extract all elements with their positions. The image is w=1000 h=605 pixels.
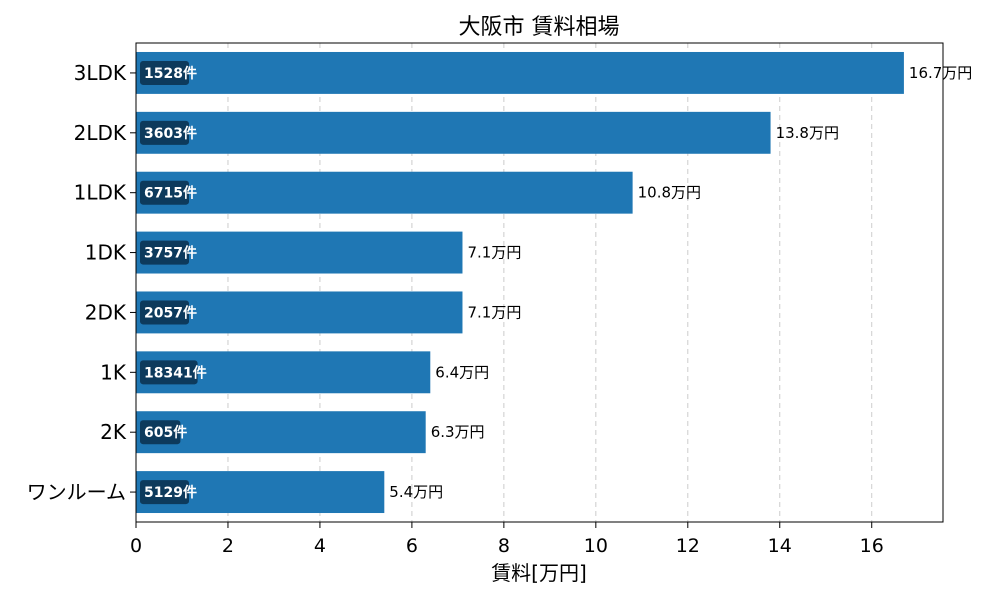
category-label: 1K [100, 360, 127, 384]
count-badge [140, 480, 189, 505]
x-tick-label: 4 [314, 535, 326, 557]
count-label: 18341件 [144, 364, 207, 381]
bar [136, 411, 426, 454]
x-tick-label: 14 [768, 535, 792, 557]
bar [136, 51, 904, 94]
count-label: 605件 [144, 424, 187, 441]
count-badge [140, 420, 181, 445]
count-badge [140, 360, 198, 385]
x-tick-label: 6 [406, 535, 418, 557]
count-label: 2057件 [144, 304, 197, 321]
category-label: 2LDK [74, 121, 127, 145]
category-label: 2K [100, 420, 127, 444]
count-badge [140, 180, 189, 205]
bar [136, 231, 463, 274]
count-badge [140, 120, 189, 145]
value-label: 16.7万円 [909, 64, 972, 82]
category-label: 3LDK [74, 61, 127, 85]
value-label: 6.4万円 [435, 363, 489, 381]
bar [136, 291, 463, 334]
value-label: 5.4万円 [389, 483, 443, 501]
x-tick-label: 16 [860, 535, 884, 557]
value-label: 10.8万円 [638, 184, 701, 202]
category-label: 1DK [85, 241, 127, 265]
x-tick-label: 10 [584, 535, 608, 557]
count-label: 5129件 [144, 484, 197, 501]
labels: 3LDK 16.7万円 1528件 2LDK 13.8万円 3603件 1LDK 10.8万円… [27, 60, 972, 505]
bar [136, 111, 771, 154]
category-label: 1LDK [74, 181, 127, 205]
x-axis-title: 賃料[万円] [491, 561, 587, 585]
count-label: 3603件 [144, 125, 197, 142]
count-label: 1528件 [144, 65, 197, 82]
x-tick-label: 2 [222, 535, 234, 557]
count-badge [140, 240, 189, 265]
bar [136, 171, 633, 214]
category-label: ワンルーム [27, 480, 126, 504]
value-label: 7.1万円 [467, 303, 521, 321]
category-label: 2DK [85, 300, 127, 324]
count-badge [140, 300, 189, 325]
count-label: 3757件 [144, 245, 197, 262]
count-badge [140, 60, 189, 85]
x-tick-label: 0 [130, 535, 142, 557]
count-label: 6715件 [144, 185, 197, 202]
plot-frame [135, 42, 944, 523]
bars [136, 51, 904, 514]
chart-title: 大阪市 賃料相場 [459, 15, 620, 40]
value-label: 6.3万円 [431, 423, 485, 441]
value-label: 7.1万円 [467, 244, 521, 262]
x-axis-ticks: 0 2 4 6 8 10 12 14 16 [130, 72, 884, 557]
x-tick-label: 12 [676, 535, 700, 557]
value-label: 13.8万円 [776, 124, 839, 142]
x-tick-label: 8 [498, 535, 510, 557]
